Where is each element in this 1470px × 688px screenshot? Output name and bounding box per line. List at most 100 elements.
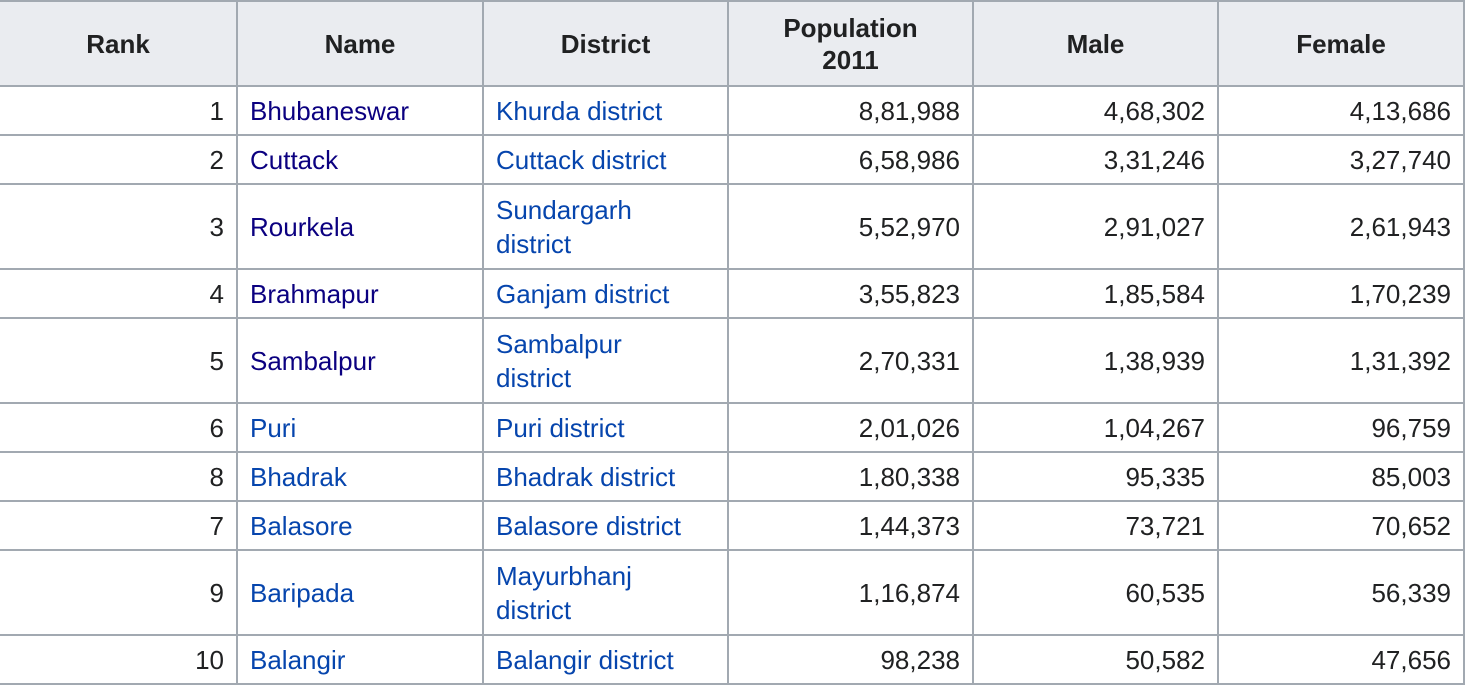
- female-cell: 56,339: [1217, 549, 1465, 636]
- district-link[interactable]: Puri district: [496, 412, 625, 443]
- district-cell: Ganjam district: [482, 268, 729, 319]
- name-cell: Baripada: [236, 549, 484, 636]
- header-population[interactable]: Population 2011: [727, 0, 974, 87]
- district-line2: district: [496, 594, 572, 625]
- female-cell: 96,759: [1217, 402, 1465, 453]
- population-cell: 2,01,026: [727, 402, 974, 453]
- district-link[interactable]: Mayurbhanj district: [496, 561, 632, 625]
- district-cell: Sundargarh district: [482, 183, 729, 270]
- city-link[interactable]: Bhubaneswar: [250, 95, 409, 126]
- header-row: Rank Name District Population 2011 Male F…: [0, 0, 1465, 87]
- name-cell: Puri: [236, 402, 484, 453]
- name-cell: Cuttack: [236, 134, 484, 185]
- rank-cell: 6: [0, 402, 238, 453]
- female-cell: 1,31,392: [1217, 317, 1465, 404]
- table-row: 5 Sambalpur Sambalpur district 2,70,331 1…: [0, 317, 1465, 404]
- district-link[interactable]: Sambalpur district: [496, 329, 622, 393]
- header-male[interactable]: Male: [972, 0, 1219, 87]
- city-link[interactable]: Puri: [250, 412, 297, 443]
- city-link[interactable]: Balangir: [250, 644, 346, 675]
- district-link[interactable]: Sundargarh district: [496, 195, 632, 259]
- district-link[interactable]: Balangir district: [496, 644, 674, 675]
- male-cell: 1,85,584: [972, 268, 1219, 319]
- male-cell: 1,04,267: [972, 402, 1219, 453]
- female-cell: 70,652: [1217, 500, 1465, 551]
- male-cell: 3,31,246: [972, 134, 1219, 185]
- district-cell: Balangir district: [482, 634, 729, 685]
- city-link[interactable]: Brahmapur: [250, 278, 379, 309]
- district-link[interactable]: Cuttack district: [496, 144, 667, 175]
- header-population-line2: 2011: [822, 44, 879, 75]
- rank-cell: 9: [0, 549, 238, 636]
- male-cell: 4,68,302: [972, 85, 1219, 136]
- population-cell: 1,44,373: [727, 500, 974, 551]
- population-cell: 3,55,823: [727, 268, 974, 319]
- header-district[interactable]: District: [482, 0, 729, 87]
- district-cell: Mayurbhanj district: [482, 549, 729, 636]
- female-cell: 47,656: [1217, 634, 1465, 685]
- district-line2: district: [496, 362, 572, 393]
- city-link[interactable]: Bhadrak: [250, 461, 347, 492]
- population-cell: 1,16,874: [727, 549, 974, 636]
- table-row: 6 Puri Puri district 2,01,026 1,04,267 9…: [0, 402, 1465, 453]
- city-link[interactable]: Sambalpur: [250, 345, 376, 376]
- table-row: 7 Balasore Balasore district 1,44,373 73…: [0, 500, 1465, 551]
- rank-cell: 3: [0, 183, 238, 270]
- district-cell: Cuttack district: [482, 134, 729, 185]
- female-cell: 85,003: [1217, 451, 1465, 502]
- female-cell: 4,13,686: [1217, 85, 1465, 136]
- name-cell: Balasore: [236, 500, 484, 551]
- table-row: 8 Bhadrak Bhadrak district 1,80,338 95,3…: [0, 451, 1465, 502]
- male-cell: 95,335: [972, 451, 1219, 502]
- table-row: 3 Rourkela Sundargarh district 5,52,970 2…: [0, 183, 1465, 270]
- population-cell: 5,52,970: [727, 183, 974, 270]
- rank-cell: 4: [0, 268, 238, 319]
- population-cell: 1,80,338: [727, 451, 974, 502]
- table-row: 4 Brahmapur Ganjam district 3,55,823 1,8…: [0, 268, 1465, 319]
- population-cell: 8,81,988: [727, 85, 974, 136]
- district-cell: Khurda district: [482, 85, 729, 136]
- district-line2: district: [496, 228, 572, 259]
- female-cell: 1,70,239: [1217, 268, 1465, 319]
- rank-cell: 8: [0, 451, 238, 502]
- rank-cell: 5: [0, 317, 238, 404]
- rank-cell: 7: [0, 500, 238, 551]
- header-population-line1: Population: [783, 12, 918, 43]
- male-cell: 60,535: [972, 549, 1219, 636]
- table-row: 10 Balangir Balangir district 98,238 50,…: [0, 634, 1465, 685]
- district-link[interactable]: Khurda district: [496, 95, 663, 126]
- district-cell: Sambalpur district: [482, 317, 729, 404]
- name-cell: Rourkela: [236, 183, 484, 270]
- female-cell: 3,27,740: [1217, 134, 1465, 185]
- rank-cell: 10: [0, 634, 238, 685]
- city-link[interactable]: Cuttack: [250, 144, 339, 175]
- male-cell: 2,91,027: [972, 183, 1219, 270]
- header-rank[interactable]: Rank: [0, 0, 238, 87]
- rank-cell: 2: [0, 134, 238, 185]
- name-cell: Bhubaneswar: [236, 85, 484, 136]
- city-link[interactable]: Baripada: [250, 577, 355, 608]
- header-female[interactable]: Female: [1217, 0, 1465, 87]
- name-cell: Brahmapur: [236, 268, 484, 319]
- city-link[interactable]: Balasore: [250, 510, 353, 541]
- city-link[interactable]: Rourkela: [250, 211, 355, 242]
- name-cell: Bhadrak: [236, 451, 484, 502]
- rank-cell: 1: [0, 85, 238, 136]
- district-link[interactable]: Balasore district: [496, 510, 681, 541]
- population-cell: 2,70,331: [727, 317, 974, 404]
- district-link[interactable]: Bhadrak district: [496, 461, 676, 492]
- table-row: 2 Cuttack Cuttack district 6,58,986 3,31…: [0, 134, 1465, 185]
- district-cell: Bhadrak district: [482, 451, 729, 502]
- male-cell: 73,721: [972, 500, 1219, 551]
- district-line1: Sambalpur: [496, 328, 622, 359]
- male-cell: 50,582: [972, 634, 1219, 685]
- population-cell: 98,238: [727, 634, 974, 685]
- header-name[interactable]: Name: [236, 0, 484, 87]
- female-cell: 2,61,943: [1217, 183, 1465, 270]
- district-line1: Sundargarh: [496, 194, 632, 225]
- name-cell: Sambalpur: [236, 317, 484, 404]
- district-link[interactable]: Ganjam district: [496, 278, 670, 309]
- district-line1: Mayurbhanj: [496, 560, 632, 591]
